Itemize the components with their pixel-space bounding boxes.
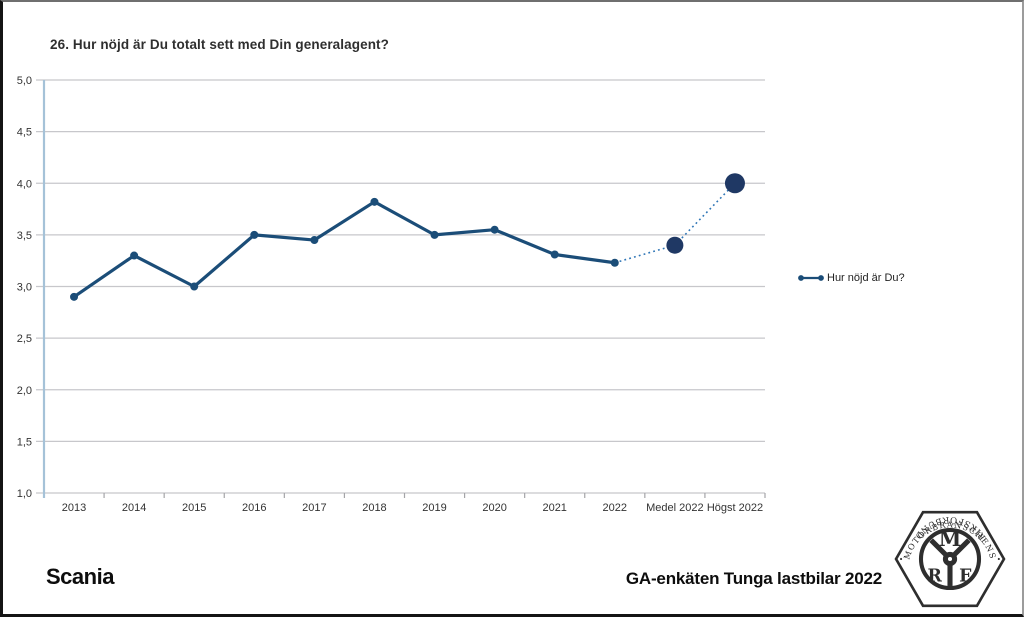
projection-line	[614, 244, 676, 264]
mrf-logo: M R F MOTORBRANSCHENS RIKSFÖRBUND · ·	[894, 510, 1006, 608]
y-tick-label: 2,0	[17, 385, 32, 397]
mrf-right-dot: ·	[997, 552, 1001, 566]
y-tick-label: 3,5	[17, 230, 32, 242]
x-tick-label: 2015	[182, 502, 206, 514]
mrf-letter-f: F	[959, 566, 972, 586]
legend-line-sample	[798, 275, 824, 281]
footer-survey-title: GA-enkäten Tunga lastbilar 2022	[625, 569, 882, 588]
projection-line	[674, 182, 736, 246]
x-tick-label: 2020	[482, 502, 506, 514]
x-tick-label: 2022	[603, 502, 627, 514]
y-tick-label: 4,0	[17, 178, 32, 190]
y-tick-label: 3,0	[17, 282, 32, 294]
data-point	[610, 258, 619, 267]
scania-logo: Scania	[46, 564, 114, 589]
data-point	[430, 230, 439, 239]
x-tick-label: 2014	[122, 502, 146, 514]
data-point	[550, 250, 559, 259]
y-tick-label: 4,5	[17, 127, 32, 139]
chart-title: 26. Hur nöjd är Du totalt sett med Din g…	[50, 37, 389, 52]
y-tick-label: 1,5	[17, 436, 32, 448]
y-tick-label: 1,0	[17, 488, 32, 500]
x-tick-label: Högst 2022	[707, 502, 763, 514]
mrf-letter-m: M	[939, 527, 962, 551]
data-point	[70, 292, 79, 301]
y-tick-label: 5,0	[17, 75, 32, 87]
x-tick-label: Medel 2022	[646, 502, 704, 514]
series-line	[72, 200, 617, 299]
y-tick-label: 2,5	[17, 333, 32, 345]
data-point	[490, 225, 499, 234]
line-chart: 1,0 1,5 2,0 2,5 3,0 3,5 4,0 4,5 5,0 2013 2014 2015 2…	[17, 75, 766, 514]
data-point	[250, 230, 259, 239]
mrf-wheel-ring	[918, 527, 982, 591]
x-tick-label: 2013	[62, 502, 86, 514]
mrf-letter-r: R	[928, 566, 943, 586]
x-tick-label: 2017	[302, 502, 326, 514]
data-point	[310, 236, 319, 245]
mrf-wheel-hub-center	[947, 556, 953, 562]
benchmark-point	[666, 236, 684, 254]
x-tick-label: 2019	[422, 502, 446, 514]
data-point	[190, 282, 199, 291]
mrf-left-dot: ·	[899, 552, 903, 566]
x-tick-label: 2016	[242, 502, 266, 514]
benchmark-point	[724, 173, 745, 194]
x-tick-label: 2021	[542, 502, 566, 514]
chart-legend: Hur nöjd är Du?	[798, 272, 905, 284]
data-point	[370, 197, 379, 206]
data-point	[130, 251, 139, 260]
x-tick-label: 2018	[362, 502, 386, 514]
legend-label: Hur nöjd är Du?	[827, 272, 905, 284]
